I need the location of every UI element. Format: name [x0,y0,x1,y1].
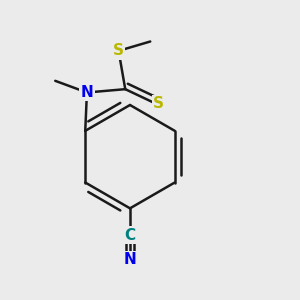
Text: S: S [113,43,124,58]
Text: C: C [124,227,136,242]
Text: N: N [80,85,93,100]
Text: S: S [153,96,164,111]
Text: N: N [124,253,136,268]
